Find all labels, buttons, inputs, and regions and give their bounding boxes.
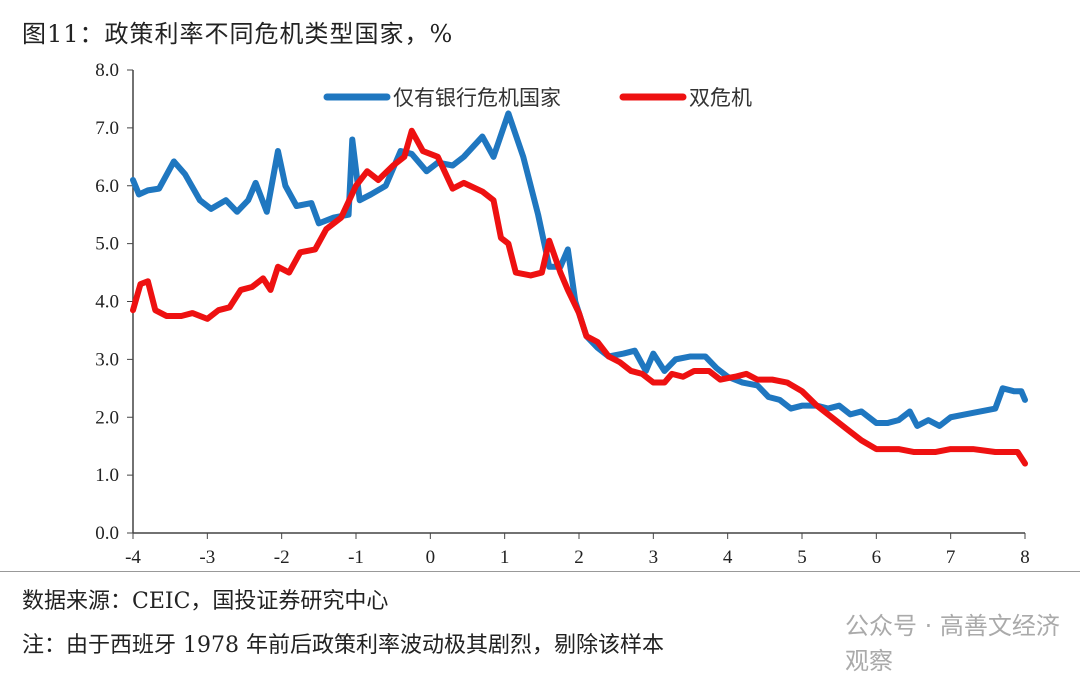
series-lines (130, 110, 1028, 467)
y-tick-label: 1.0 (95, 465, 119, 486)
y-tick-label: 8.0 (95, 60, 119, 81)
y-tick-label: 6.0 (95, 176, 119, 197)
x-tick-label: 7 (946, 547, 956, 568)
x-tick-label: -1 (348, 547, 364, 568)
y-tick-label: 3.0 (95, 349, 119, 370)
chart-title: 图11：政策利率不同危机类型国家，% (22, 20, 454, 48)
x-tick-label: 4 (723, 547, 733, 568)
x-tick-label: 8 (1020, 547, 1030, 568)
y-tick-label: 4.0 (95, 292, 119, 313)
source-note: 数据来源：CEIC，国投证券研究中心 (22, 589, 389, 614)
x-tick-label: -4 (125, 547, 141, 568)
y-tick-label: 7.0 (95, 118, 119, 139)
axes: 0.0 1.0 2.0 3.0 4.0 5.0 6.0 7.0 8.0 -4 -3 -2 -1 0 1 2 3 4… (95, 60, 1030, 568)
legend-label: 仅有银行危机国家 (393, 86, 561, 110)
divider (0, 571, 1080, 572)
x-tick-label: 3 (649, 547, 659, 568)
y-tick-label: 2.0 (95, 407, 119, 428)
x-tick-label: 6 (872, 547, 882, 568)
y-tick-label: 0.0 (95, 523, 119, 544)
x-tick-label: 5 (797, 547, 807, 568)
x-tick-label: -3 (199, 547, 215, 568)
x-tick-label: 0 (426, 547, 436, 568)
legend: 仅有银行危机国家 双危机 (323, 86, 752, 110)
footnote: 注：由于西班牙 1978 年前后政策利率波动极其剧烈，剔除该样本 (22, 633, 664, 658)
x-tick-label: -2 (274, 547, 290, 568)
watermark: 公众号 · 高善文经济观察 (845, 612, 1060, 675)
series-line-2 (130, 127, 1028, 467)
x-tick-label: 2 (574, 547, 584, 568)
series-line-1 (130, 110, 1028, 429)
x-tick-label: 1 (500, 547, 510, 568)
legend-label: 双危机 (689, 86, 752, 110)
y-tick-label: 5.0 (95, 234, 119, 255)
